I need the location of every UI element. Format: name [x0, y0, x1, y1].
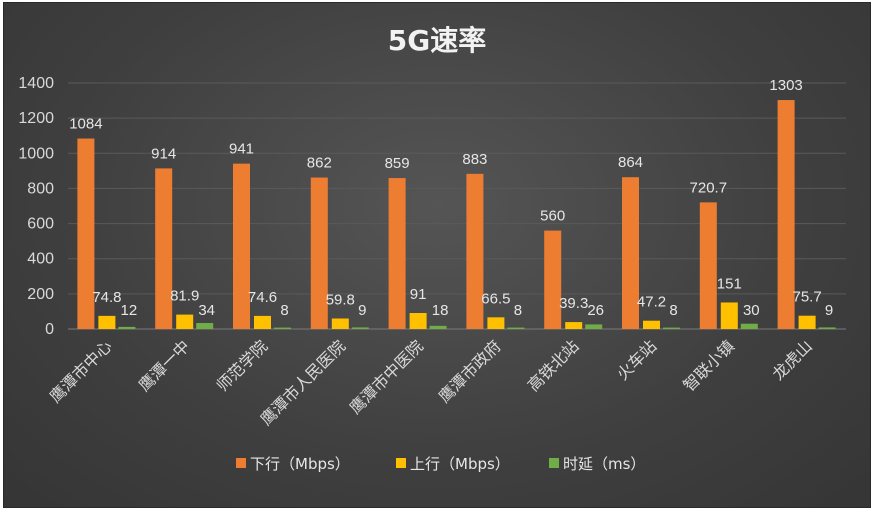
legend-swatch — [236, 458, 246, 468]
data-labels: 108474.81291481.93494174.6886259.8985991… — [69, 77, 833, 319]
data-label: 26 — [587, 302, 604, 319]
bar — [544, 230, 562, 329]
bar — [663, 327, 680, 329]
data-label: 862 — [307, 155, 332, 172]
data-label: 941 — [229, 141, 254, 158]
y-tick-label: 1400 — [18, 75, 54, 92]
legend-swatch — [396, 458, 406, 468]
bar — [274, 327, 291, 329]
data-label: 1303 — [769, 77, 802, 94]
bar — [699, 202, 717, 329]
y-tick-label: 600 — [27, 216, 54, 233]
data-label: 75.7 — [792, 289, 821, 306]
chart-title: 5G速率 — [388, 24, 486, 57]
category-label: 鹰潭市政府 — [435, 336, 505, 406]
category-label: 鹰潭一中 — [135, 336, 194, 395]
data-label: 30 — [743, 302, 760, 319]
data-label: 8 — [280, 302, 288, 319]
category-label: 鹰潭市中心 — [46, 336, 116, 406]
data-label: 81.9 — [170, 288, 199, 305]
category-label: 鹰潭市中医院 — [346, 336, 427, 417]
data-label: 1084 — [69, 116, 102, 133]
bar — [585, 324, 603, 329]
data-label: 74.8 — [92, 289, 121, 306]
data-label: 9 — [825, 302, 833, 319]
bar — [720, 302, 738, 329]
data-label: 34 — [198, 302, 215, 319]
data-label: 151 — [717, 275, 742, 292]
bar — [487, 317, 505, 329]
data-label: 74.6 — [248, 289, 277, 306]
legend: 下行（Mbps） 上行（Mbps） 时延（ms） — [236, 455, 645, 473]
bar — [798, 315, 816, 329]
legend-label: 下行（Mbps） — [250, 455, 350, 473]
y-tick-label: 1000 — [18, 145, 54, 162]
bar — [643, 320, 660, 329]
bars — [77, 100, 836, 330]
data-label: 864 — [618, 154, 643, 171]
y-tick-label: 1200 — [18, 110, 54, 127]
bar — [331, 318, 349, 329]
y-tick-label: 400 — [27, 251, 54, 268]
bar — [740, 323, 758, 329]
bar — [196, 323, 214, 329]
gridlines — [68, 82, 846, 330]
data-label: 560 — [540, 208, 565, 225]
data-label: 39.3 — [559, 295, 588, 312]
y-axis-ticks: 0 200 400 600 800 1000 1200 1400 — [18, 75, 54, 338]
category-label: 龙虎山 — [769, 336, 816, 383]
y-tick-label: 200 — [27, 286, 54, 303]
data-label: 12 — [121, 302, 138, 319]
legend-swatch — [549, 458, 559, 468]
bar — [429, 325, 447, 329]
legend-label: 时延（ms） — [563, 455, 645, 473]
legend-label: 上行（Mbps） — [410, 455, 510, 473]
chart-area: 5G速率 0 200 400 600 800 1000 1200 1400 1084 74.8 1… — [3, 2, 871, 508]
bar — [622, 177, 639, 329]
data-label: 9 — [358, 302, 366, 319]
bar — [351, 327, 369, 329]
data-label: 91 — [410, 286, 427, 303]
bar — [310, 177, 328, 329]
y-tick-label: 800 — [27, 180, 54, 197]
bar — [565, 322, 583, 329]
data-label: 66.5 — [481, 290, 510, 307]
bar — [507, 327, 525, 329]
data-label: 720.7 — [690, 179, 728, 196]
bar — [233, 163, 250, 329]
y-tick-label: 0 — [45, 321, 54, 338]
bar — [466, 173, 484, 329]
bar — [254, 315, 271, 329]
bar — [98, 315, 116, 329]
data-label: 859 — [385, 155, 410, 172]
data-label: 883 — [462, 151, 487, 168]
category-label: 火车站 — [613, 336, 660, 383]
data-label: 59.8 — [326, 291, 355, 308]
bar — [388, 178, 406, 329]
data-label: 8 — [514, 302, 522, 319]
bar — [155, 168, 173, 329]
data-label: 18 — [432, 302, 449, 319]
bar — [777, 100, 795, 330]
bar — [77, 138, 95, 329]
data-label: 914 — [151, 145, 176, 162]
data-label: 47.2 — [637, 294, 666, 311]
category-label: 智联小镇 — [679, 336, 738, 395]
bar — [176, 314, 194, 329]
category-label: 高铁北站 — [524, 336, 583, 395]
bar — [818, 327, 836, 329]
bar — [409, 313, 427, 329]
bar — [118, 326, 136, 329]
data-label: 8 — [669, 302, 677, 319]
category-label: 师范学院 — [213, 336, 272, 395]
